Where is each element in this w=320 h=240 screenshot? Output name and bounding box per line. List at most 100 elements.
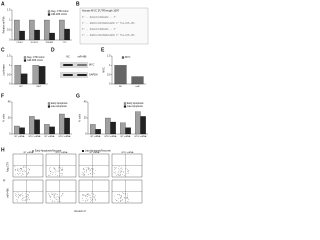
y-tick-label: 0 — [9, 133, 11, 136]
flow-dot — [50, 196, 52, 198]
flow-dot — [60, 173, 62, 174]
flow-dot — [22, 173, 23, 175]
flow-dot — [21, 175, 22, 176]
bar — [14, 19, 20, 41]
flow-dot — [123, 172, 125, 173]
x-tick-label: MUT — [37, 86, 42, 88]
flow-dot — [18, 194, 20, 196]
flow-dot — [58, 170, 60, 172]
flow-dot — [17, 201, 19, 202]
flow-dot — [52, 174, 54, 175]
flow-dot — [49, 174, 51, 176]
legend-label: Neg. CTR mimic — [27, 56, 45, 59]
flow-dot — [120, 175, 121, 176]
y-tick-label: 1 — [9, 64, 11, 67]
flow-dot — [55, 173, 57, 175]
flow-dot — [52, 199, 53, 201]
bar — [20, 73, 28, 85]
flow-dot — [83, 169, 84, 170]
flow-dot — [95, 195, 96, 197]
flow-dot — [62, 170, 64, 172]
bar — [44, 124, 50, 135]
bar — [32, 65, 40, 85]
x-tick-label: NC — [119, 86, 123, 88]
flow-dot — [118, 174, 119, 175]
flow-dot — [87, 194, 88, 195]
flow-dot — [119, 195, 121, 197]
flow-dot — [117, 171, 119, 173]
flow-dot — [17, 192, 19, 193]
flow-dot — [91, 192, 92, 194]
panel-label: H — [1, 147, 5, 153]
flow-dot — [17, 168, 19, 169]
blot-row: GAPDH — [89, 74, 98, 77]
flow-dot — [121, 199, 123, 201]
x-tick-label: FOXO1 — [31, 42, 39, 44]
bar — [59, 19, 65, 41]
flow-dot — [89, 197, 91, 198]
flow-dot — [59, 201, 61, 202]
flow-dot — [20, 168, 21, 170]
flow-dot — [59, 167, 60, 169]
flow-dot — [88, 168, 89, 169]
legend-swatch — [23, 59, 27, 62]
y-tick-label: 20 — [8, 117, 11, 120]
y-tick-label: 1 — [109, 64, 111, 67]
legend-swatch — [121, 56, 125, 59]
flow-dot — [22, 200, 24, 202]
flow-dot — [54, 171, 56, 173]
flow-dot — [89, 195, 91, 196]
flow-dot — [27, 198, 29, 200]
flow-dot — [83, 167, 84, 169]
flow-dot — [90, 197, 92, 199]
flow-dot — [55, 193, 57, 195]
flow-dot — [124, 192, 126, 194]
y-tick-label: 0.5 — [107, 73, 111, 76]
x-tick-label: MYC siRNA — [135, 135, 147, 138]
flow-dot — [50, 171, 52, 172]
flow-dot — [123, 171, 125, 172]
figure: A 0 0.5 1 1.5 Relative mRNA CDK4 FOXO1 PIK3R1 YY1… — [1, 1, 149, 213]
flow-dot — [59, 175, 61, 176]
flow-dot — [87, 193, 89, 195]
flow-dot — [53, 193, 54, 195]
flow-dot — [89, 168, 90, 170]
legend-swatch — [23, 56, 27, 59]
legend-swatch — [82, 150, 84, 152]
x-tick-label: YY1 — [62, 42, 67, 44]
flow-dot — [93, 194, 95, 196]
legend-swatch — [32, 150, 34, 152]
flow-dot — [22, 195, 24, 196]
flow-dot — [119, 173, 121, 175]
bar — [95, 129, 101, 135]
flow-dot — [87, 199, 89, 200]
flow-dot — [128, 199, 129, 200]
flow-dot — [115, 175, 117, 177]
flow-dot — [57, 201, 58, 203]
flow-dot — [14, 166, 16, 167]
flow-dot — [120, 198, 121, 199]
flow-dot — [88, 173, 89, 175]
flow-dot — [126, 201, 128, 202]
flow-dot — [57, 196, 59, 197]
flow-dot — [59, 166, 60, 168]
flow-dot — [21, 168, 22, 170]
flow-dot — [85, 166, 87, 168]
sequence-line: 3' ...GAGCCCCGUCGAGUCAUGU 5' hsa-miR-486 — [82, 22, 135, 25]
flow-dot — [60, 167, 62, 169]
bar — [90, 124, 96, 135]
flow-dot — [54, 167, 56, 169]
flow-dot — [127, 196, 128, 198]
flow-dot — [94, 197, 96, 199]
flow-dot — [93, 195, 95, 197]
legend-label: MYC — [125, 56, 131, 59]
flow-dot — [90, 199, 91, 200]
flow-dot — [127, 195, 129, 196]
flow-dot — [24, 200, 26, 202]
flow-dot — [61, 195, 63, 196]
flow-dot — [127, 173, 129, 174]
flow-dot — [83, 174, 84, 176]
x-tick-label: MYC siRNA — [105, 135, 117, 138]
flow-dot — [28, 172, 29, 174]
flow-dot — [27, 174, 28, 176]
